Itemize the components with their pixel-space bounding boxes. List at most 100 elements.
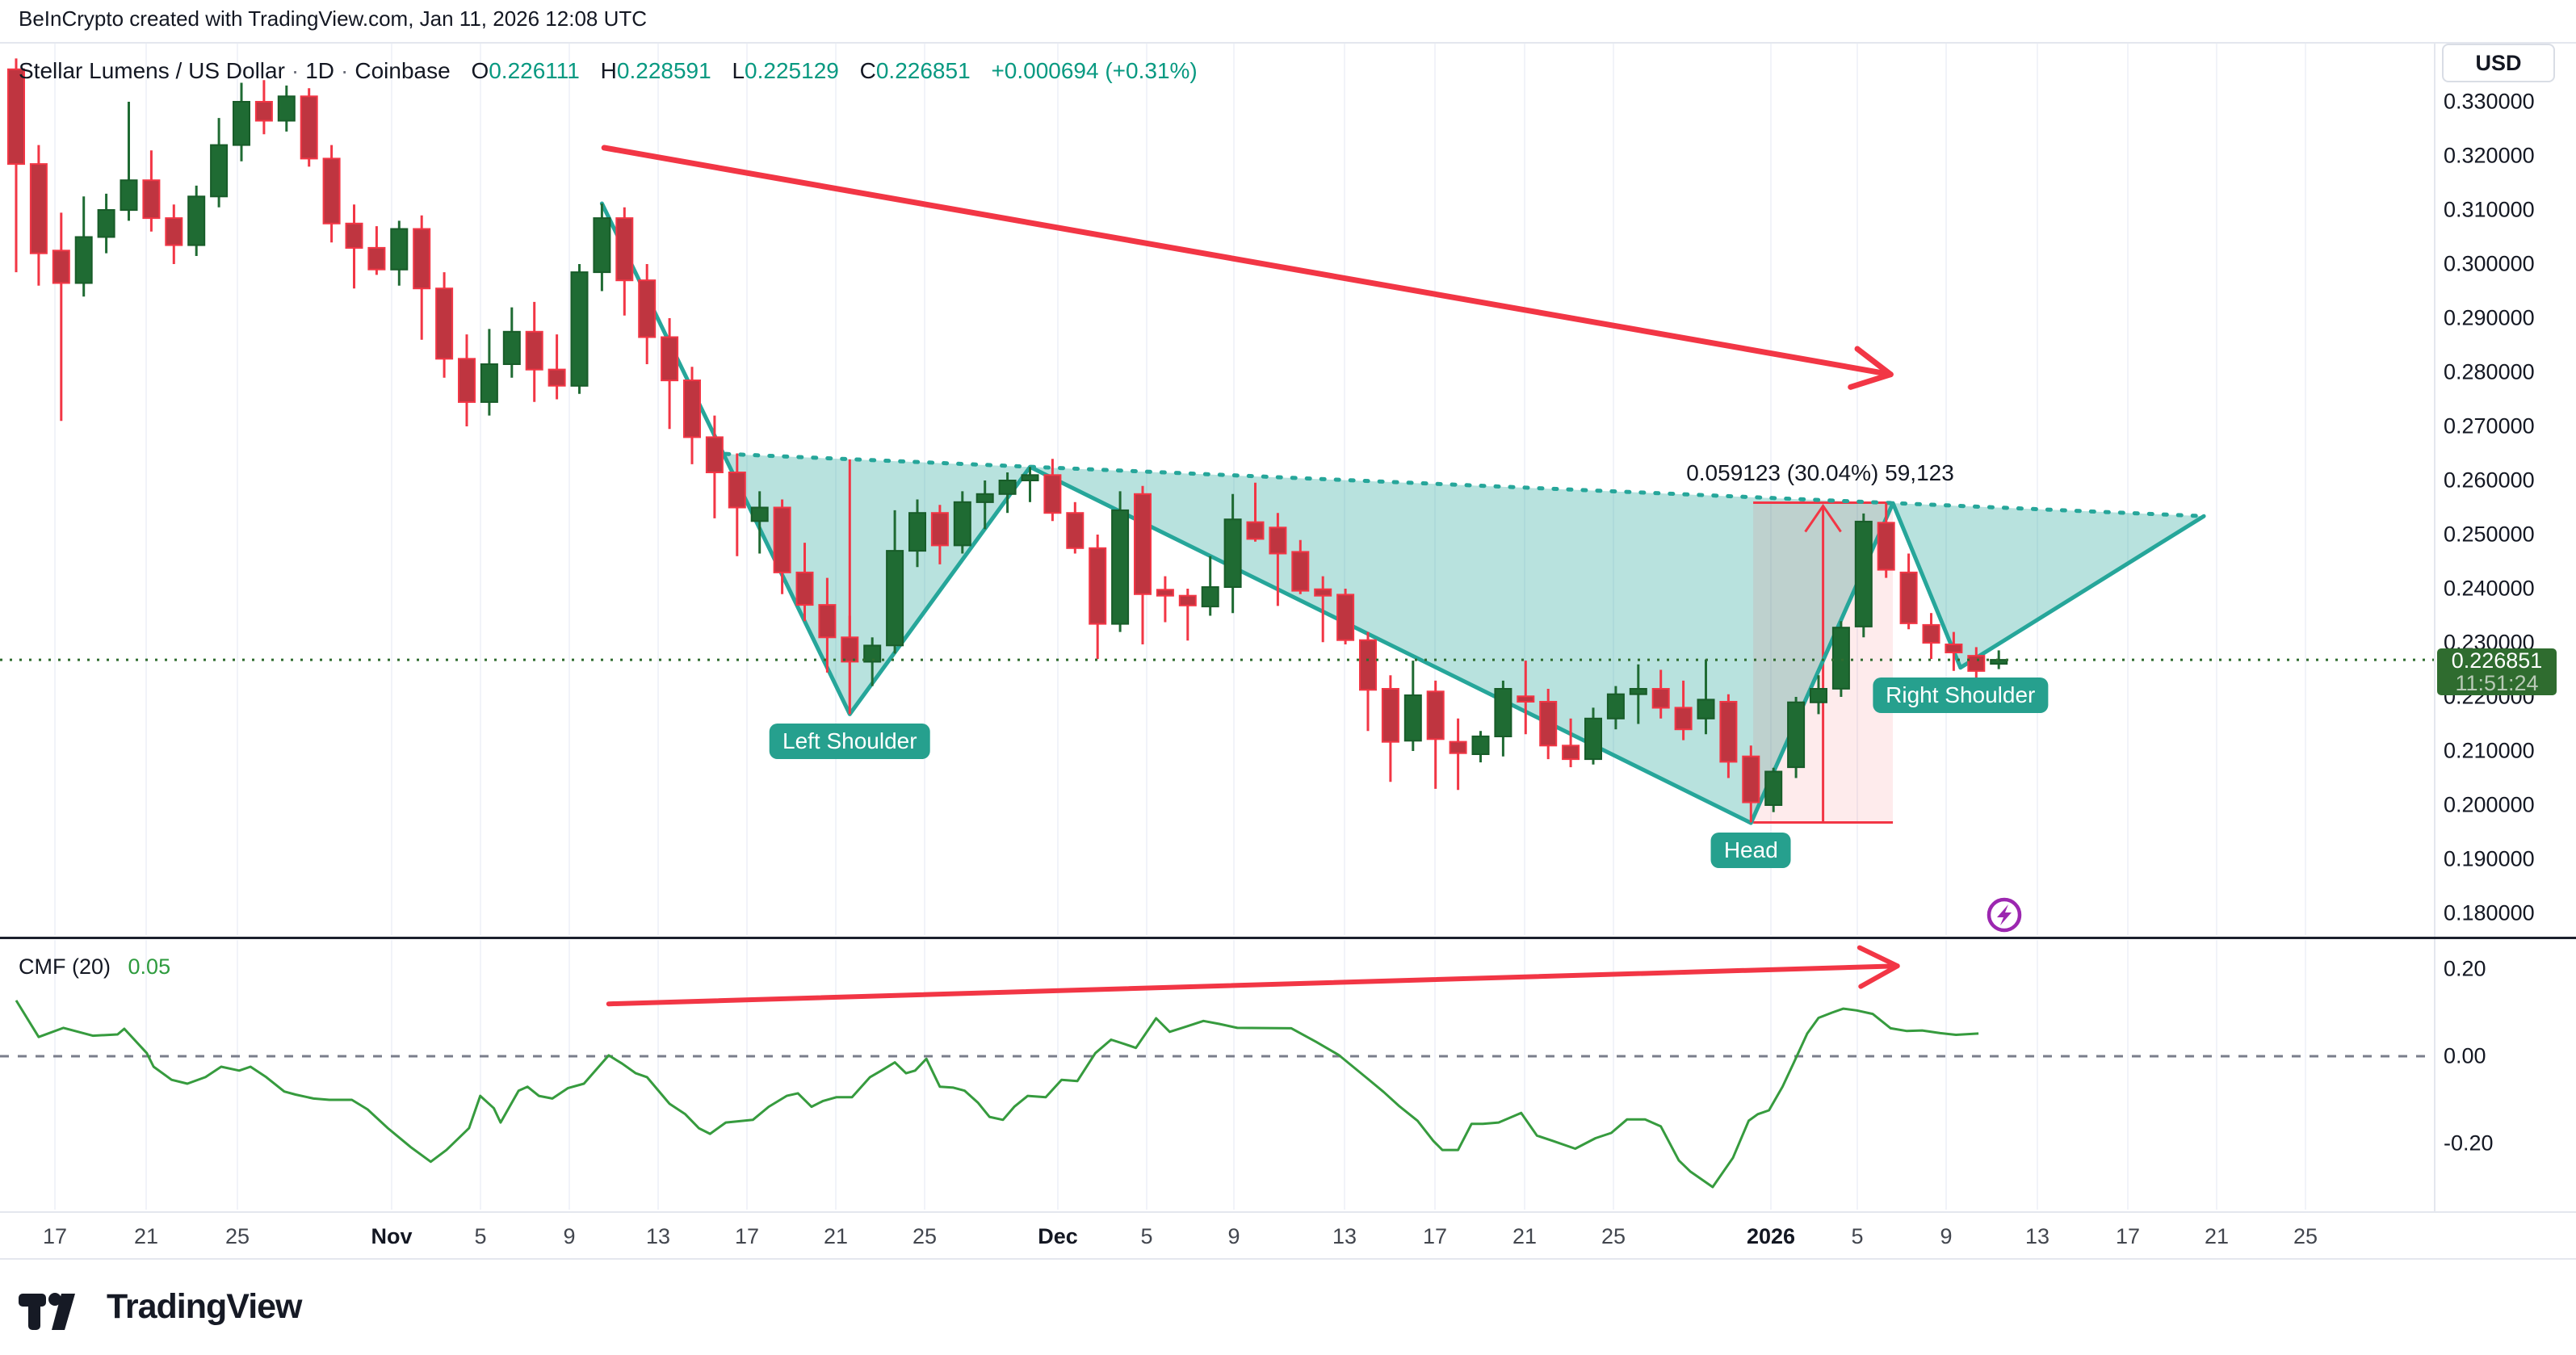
price-tick: 0.310000 bbox=[2444, 197, 2535, 222]
time-tick: 5 bbox=[1140, 1224, 1153, 1248]
candle-body bbox=[1831, 627, 1850, 690]
symbol-title-bar: Stellar Lumens / US Dollar · 1D · Coinbase O… bbox=[19, 58, 1198, 84]
tradingview-logo[interactable]: TradingView bbox=[19, 1282, 302, 1331]
candle-body bbox=[1403, 694, 1422, 742]
separator-dot: · bbox=[341, 58, 349, 83]
candle-body bbox=[233, 101, 250, 146]
exchange[interactable]: Coinbase bbox=[355, 58, 451, 83]
candles bbox=[7, 58, 2008, 823]
candle-body bbox=[661, 336, 679, 382]
ohlc-close: C0.226851 bbox=[859, 58, 971, 83]
candle-body bbox=[1877, 522, 1895, 571]
pattern-label-right-shoulder[interactable]: Right Shoulder bbox=[1873, 677, 2049, 713]
candle-body bbox=[345, 222, 363, 249]
measure-arrow-head bbox=[1804, 503, 1842, 533]
candle-body bbox=[277, 95, 296, 122]
candle-body bbox=[1043, 474, 1062, 514]
bar-countdown: 11:51:24 bbox=[2455, 671, 2539, 695]
candle-body bbox=[1764, 770, 1783, 806]
price-tick: 0.250000 bbox=[2444, 522, 2535, 547]
candle-body bbox=[1584, 717, 1602, 761]
candle-body bbox=[458, 358, 476, 403]
candle-body bbox=[1629, 688, 1647, 695]
candle-body bbox=[142, 179, 161, 220]
candle-body bbox=[165, 217, 183, 246]
price-axis[interactable]: USD 0.330000 0.320000 0.310000 0.300000 0.29… bbox=[2434, 42, 2576, 1211]
time-tick: 2026 bbox=[1746, 1224, 1796, 1248]
time-tick: 17 bbox=[2115, 1224, 2141, 1248]
candle-body bbox=[1111, 509, 1130, 625]
indicator-legend[interactable]: CMF (20) 0.05 bbox=[19, 954, 170, 980]
time-axis[interactable]: 17 21 25 Nov 5 9 13 17 21 25 Dec 5 9 13 17 21 25 2026 5 9 13… bbox=[0, 1213, 2434, 1258]
candle-body bbox=[1089, 547, 1107, 625]
candle-body bbox=[638, 279, 657, 338]
price-tick: 0.240000 bbox=[2444, 576, 2535, 601]
candle-body bbox=[1314, 588, 1332, 597]
candle-body bbox=[97, 209, 115, 238]
candle-body bbox=[1719, 701, 1738, 763]
candle-body bbox=[187, 195, 206, 246]
candle-body bbox=[1178, 594, 1197, 606]
trend-arrow-main bbox=[601, 145, 1894, 378]
candle-body bbox=[1449, 740, 1467, 754]
candle-body bbox=[480, 363, 498, 403]
trend-arrow-main-head bbox=[1848, 371, 1894, 390]
candle-body bbox=[1651, 688, 1670, 709]
trend-arrow-main-head bbox=[1854, 346, 1894, 378]
trend-arrow-cmf-head bbox=[1856, 945, 1900, 969]
candle-body bbox=[74, 236, 93, 284]
candle-body bbox=[818, 604, 837, 639]
candle-body bbox=[841, 636, 859, 663]
candle-body bbox=[863, 644, 882, 663]
candle-body bbox=[1066, 512, 1085, 549]
time-tick: 25 bbox=[224, 1224, 250, 1248]
candle-body bbox=[1945, 644, 1963, 653]
candle-body bbox=[413, 228, 431, 290]
candle-body bbox=[52, 250, 70, 284]
candle-body bbox=[683, 380, 701, 438]
candle-body bbox=[1426, 690, 1445, 740]
candle-body bbox=[1674, 707, 1693, 731]
price-tick: 0.190000 bbox=[2444, 846, 2535, 871]
trend-arrow-cmf bbox=[606, 963, 1900, 1007]
time-tick: 25 bbox=[2293, 1224, 2318, 1248]
pattern-label-left-shoulder[interactable]: Left Shoulder bbox=[770, 724, 930, 760]
price-tick: 0.210000 bbox=[2444, 738, 2535, 763]
candle-body bbox=[548, 368, 566, 387]
candle-body bbox=[1336, 594, 1355, 641]
tradingview-logo-text: TradingView bbox=[107, 1286, 302, 1326]
candle-body bbox=[502, 330, 521, 365]
pattern-fill-right-shoulder bbox=[1893, 503, 2205, 668]
price-tick: 0.180000 bbox=[2444, 900, 2535, 925]
header-credit: BeInCrypto created with TradingView.com,… bbox=[19, 6, 648, 31]
candle-body bbox=[930, 512, 949, 547]
time-tick: 25 bbox=[912, 1224, 938, 1248]
time-tick: Dec bbox=[1038, 1224, 1078, 1248]
candle-body bbox=[7, 68, 25, 166]
last-price-badge: 0.226851 11:51:24 bbox=[2437, 648, 2557, 695]
price-tick: 0.300000 bbox=[2444, 251, 2535, 276]
candle-body bbox=[1742, 755, 1760, 803]
time-tick: 13 bbox=[1332, 1224, 1357, 1248]
candle-body bbox=[300, 95, 318, 160]
interval[interactable]: 1D bbox=[305, 58, 335, 83]
pattern-label-head[interactable]: Head bbox=[1710, 833, 1791, 869]
tradingview-logo-icon bbox=[19, 1293, 75, 1330]
currency-pill[interactable]: USD bbox=[2442, 44, 2555, 82]
time-tick: 21 bbox=[2204, 1224, 2230, 1248]
candle-body bbox=[210, 144, 229, 198]
candle-body bbox=[1899, 571, 1918, 624]
candle-body bbox=[1223, 518, 1242, 589]
candle-body bbox=[525, 330, 543, 371]
pane-separator[interactable] bbox=[0, 937, 2576, 939]
boost-icon[interactable] bbox=[1987, 897, 2022, 933]
indicator-tick: 0.00 bbox=[2444, 1043, 2486, 1068]
time-axis-top-border bbox=[0, 1211, 2576, 1213]
candle-body bbox=[120, 179, 138, 212]
symbol-name[interactable]: Stellar Lumens / US Dollar bbox=[19, 58, 285, 83]
last-price-value: 0.226851 bbox=[2451, 648, 2543, 673]
time-tick: 17 bbox=[1422, 1224, 1448, 1248]
trend-arrow-cmf-head bbox=[1858, 963, 1900, 989]
